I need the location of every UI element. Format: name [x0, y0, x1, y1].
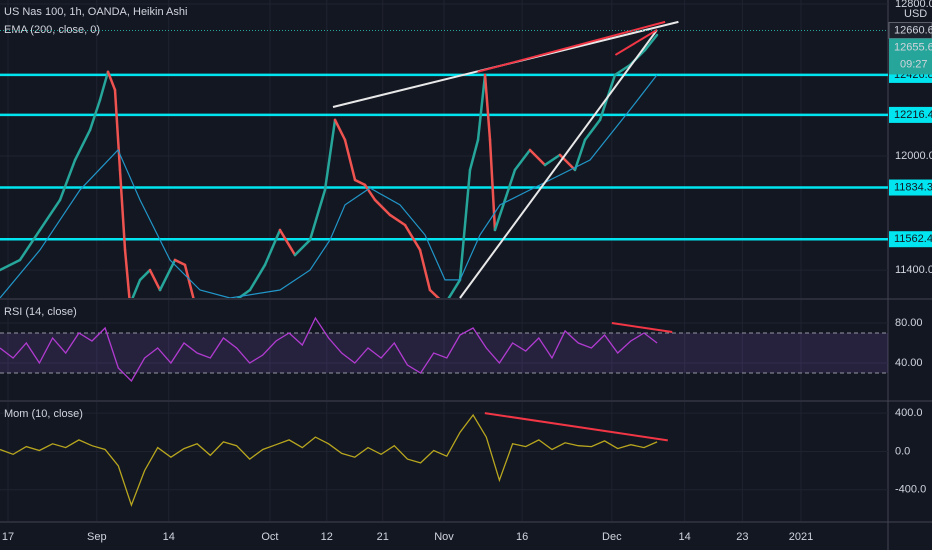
panel-title: Mom (10, close) [4, 408, 83, 420]
y-tick-label: 12000.0 [895, 150, 932, 162]
series-line [0, 316, 658, 383]
y-tick-label: 11400.0 [895, 264, 932, 276]
price-segment [513, 148, 532, 172]
trendline [614, 28, 658, 56]
level-label-box [889, 179, 932, 196]
x-tick-label: 23 [736, 531, 748, 543]
trendline [459, 29, 658, 299]
price-segment [528, 148, 547, 167]
panel-title: RSI (14, close) [4, 306, 77, 318]
x-tick-label: Nov [434, 531, 454, 543]
price-segment [293, 238, 312, 257]
price-segment [353, 178, 367, 187]
price-segment [183, 263, 195, 298]
price-segment [88, 98, 102, 132]
rsi-band [0, 333, 888, 373]
price-segment [643, 33, 659, 52]
high-label: 12660.6 [894, 24, 932, 36]
price-segment [106, 70, 117, 92]
price-segment [333, 118, 347, 142]
price-segment [388, 213, 407, 227]
price-segment [248, 263, 267, 292]
price-segment [468, 138, 480, 172]
price-segment [308, 188, 327, 242]
price-segment [503, 168, 517, 202]
price-segment [0, 258, 22, 272]
price-segment [278, 228, 297, 257]
y-tick-label: 40.00 [895, 357, 923, 369]
panel [0, 0, 888, 298]
price-segment [573, 138, 587, 172]
price-segment [58, 158, 77, 202]
legend-entry: EMA (200, close, 0) [4, 24, 100, 36]
price-segment [131, 278, 142, 298]
level-label: 11834.3 [894, 181, 932, 193]
price-segment [38, 198, 62, 232]
level-label: 12216.4 [894, 109, 932, 121]
price-segment [148, 268, 162, 292]
price-segment [373, 198, 392, 217]
price-segment [236, 288, 252, 298]
series-line [0, 413, 658, 508]
y-tick-label: -400.0 [895, 484, 926, 496]
countdown-label: 09:27 [900, 58, 928, 70]
panel [0, 300, 888, 400]
price-segment [123, 248, 131, 298]
x-tick-label: 12 [321, 531, 333, 543]
price-segment [493, 198, 507, 232]
x-tick-label: 16 [516, 531, 528, 543]
x-tick-label: Sep [87, 531, 107, 543]
y-tick-label: 12800.0 [895, 0, 932, 10]
price-segment [173, 258, 187, 267]
last-price-box [889, 38, 932, 75]
price-segment [447, 278, 462, 298]
price-segment [363, 183, 377, 202]
x-tick-label: 21 [377, 531, 389, 543]
price-segment [613, 63, 632, 77]
price-segment [488, 138, 497, 232]
price-segment [73, 128, 92, 162]
y-tick-label: 400.0 [895, 407, 923, 419]
price-segment [343, 138, 357, 182]
price-segment [403, 223, 422, 252]
price-segment [323, 118, 337, 192]
price-segment [263, 228, 282, 267]
panel [0, 402, 888, 521]
level-label-box [889, 231, 932, 248]
level-label: 11562.4 [894, 233, 932, 245]
y-tick-label: 80.00 [895, 317, 923, 329]
series-line [0, 74, 658, 298]
price-segment [113, 88, 122, 172]
trendline [611, 322, 673, 333]
price-segment [483, 73, 492, 142]
trendline [484, 412, 668, 442]
price-segment [543, 153, 562, 167]
price-segment [428, 288, 441, 298]
x-tick-label: 2021 [789, 531, 813, 543]
price-segment [138, 268, 152, 282]
price-segment [418, 248, 432, 292]
currency-label: USD [904, 8, 927, 20]
x-tick-label: 17 [2, 531, 14, 543]
x-tick-label: 14 [163, 531, 175, 543]
level-label-box [889, 106, 932, 123]
y-tick-label: 0.0 [895, 445, 910, 457]
x-tick-label: 14 [679, 531, 691, 543]
price-segment [476, 73, 487, 142]
price-segment [458, 168, 472, 282]
price-segment [118, 168, 127, 252]
price-segment [583, 118, 602, 142]
x-tick-label: Oct [261, 531, 278, 543]
price-segment [18, 228, 42, 262]
x-tick-label: Dec [602, 531, 622, 543]
price-segment [98, 70, 110, 102]
price-segment [158, 258, 177, 292]
last-price-label: 12655.6 [894, 41, 932, 53]
panel-title: US Nas 100, 1h, OANDA, Heikin Ashi [4, 6, 187, 18]
